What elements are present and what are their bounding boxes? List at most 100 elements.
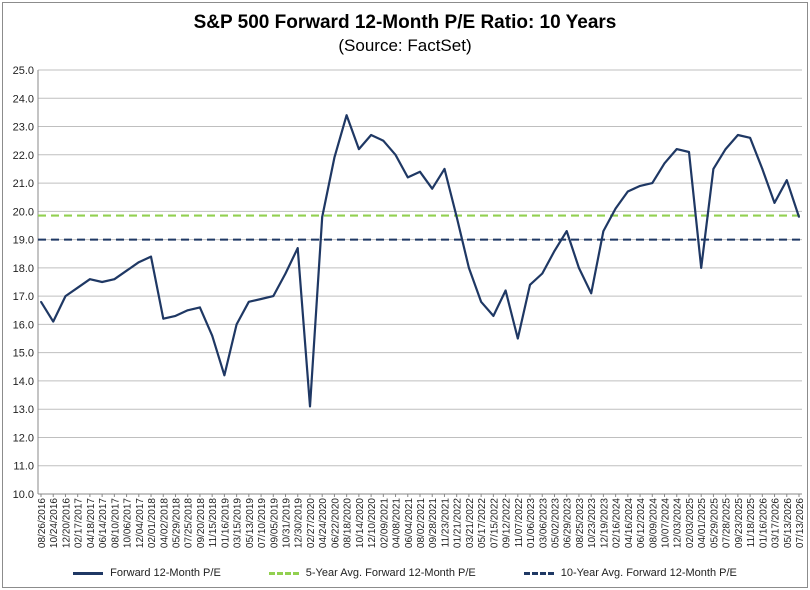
data-point xyxy=(296,247,299,249)
data-point xyxy=(529,283,531,286)
data-point xyxy=(357,148,360,151)
x-tick-label: 10/31/2019 xyxy=(282,498,293,548)
x-tick-label: 12/19/2023 xyxy=(599,498,610,548)
chart-title: S&P 500 Forward 12-Month P/E Ratio: 10 Y… xyxy=(193,12,617,33)
x-tick-label: 11/18/2025 xyxy=(746,498,757,548)
y-tick-label: 18.0 xyxy=(13,263,34,275)
data-point xyxy=(541,272,544,275)
x-tick-label: 05/13/2019 xyxy=(245,498,256,548)
data-point xyxy=(76,286,79,289)
legend: Forward 12-Month P/E 5-Year Avg. Forward… xyxy=(0,563,810,583)
data-point xyxy=(382,139,385,142)
x-tick-label: 08/25/2023 xyxy=(575,498,586,548)
x-tick-label: 09/12/2022 xyxy=(502,498,513,548)
x-tick-label: 06/29/2023 xyxy=(563,498,574,548)
y-tick-label: 20.0 xyxy=(13,206,34,218)
x-tick-label: 10/14/2020 xyxy=(355,498,366,548)
x-tick-label: 06/04/2021 xyxy=(404,498,415,548)
data-point xyxy=(675,148,678,151)
y-tick-label: 22.0 xyxy=(13,150,34,162)
x-axis: 08/26/2016 10/24/2016 12/20/2016 02/17/2017… xyxy=(37,493,806,548)
data-point xyxy=(199,306,201,309)
data-point xyxy=(370,134,372,136)
data-point xyxy=(602,230,605,233)
x-tick-label: 05/17/2022 xyxy=(477,498,488,548)
data-point xyxy=(235,323,238,326)
data-point xyxy=(614,207,617,210)
data-point xyxy=(651,182,654,184)
x-tick-label: 02/03/2025 xyxy=(685,498,696,548)
y-tick-label: 19.0 xyxy=(13,235,34,247)
y-tick-label: 24.0 xyxy=(13,93,34,105)
x-tick-label: 07/15/2022 xyxy=(489,498,500,548)
y-tick-label: 21.0 xyxy=(13,178,34,190)
x-tick-label: 05/29/2025 xyxy=(709,498,720,548)
x-tick-label: 02/16/2024 xyxy=(612,498,623,548)
x-tick-label: 08/18/2020 xyxy=(343,498,354,548)
data-point xyxy=(174,315,177,317)
data-point xyxy=(40,300,42,303)
x-tick-label: 04/18/2017 xyxy=(86,498,97,548)
legend-item-pe: Forward 12-Month P/E xyxy=(73,567,221,579)
x-tick-label: 07/13/2026 xyxy=(795,498,806,548)
y-tick-label: 12.0 xyxy=(13,432,34,444)
y-tick-label: 16.0 xyxy=(13,319,34,331)
legend-item-avg5: 5-Year Avg. Forward 12-Month P/E xyxy=(268,567,476,579)
data-point xyxy=(516,337,519,340)
data-point xyxy=(785,179,788,182)
data-point xyxy=(761,168,764,170)
x-tick-label: 07/25/2018 xyxy=(184,498,195,548)
data-point xyxy=(113,278,116,281)
x-tick-label: 06/14/2017 xyxy=(98,498,109,548)
x-tick-label: 10/07/2024 xyxy=(661,498,672,548)
x-tick-label: 12/20/2016 xyxy=(61,498,72,548)
data-point xyxy=(663,162,666,165)
x-tick-label: 09/20/2018 xyxy=(196,498,207,548)
data-point xyxy=(468,266,470,269)
x-tick-label: 01/21/2022 xyxy=(453,498,464,548)
x-tick-label: 06/12/2024 xyxy=(636,498,647,548)
data-point xyxy=(272,295,275,298)
series-layer xyxy=(38,114,802,408)
x-tick-label: 12/10/2020 xyxy=(367,498,378,548)
data-point xyxy=(89,278,91,281)
data-point xyxy=(553,250,556,252)
series-line-forward-pe xyxy=(40,114,801,408)
data-point xyxy=(162,317,165,320)
y-tick-label: 13.0 xyxy=(13,404,34,416)
data-point xyxy=(749,136,751,139)
x-tick-label: 04/02/2018 xyxy=(159,498,170,548)
y-tick-label: 25.0 xyxy=(13,65,34,77)
data-point xyxy=(590,292,593,295)
data-point xyxy=(455,216,458,218)
data-point xyxy=(186,309,189,312)
x-tick-label: 11/23/2021 xyxy=(440,498,451,548)
x-tick-label: 01/16/2019 xyxy=(220,498,231,548)
x-tick-label: 12/03/2024 xyxy=(673,498,684,548)
data-point xyxy=(443,168,446,170)
x-tick-label: 02/17/2017 xyxy=(74,498,85,548)
x-tick-label: 02/01/2018 xyxy=(147,498,158,548)
y-tick-label: 11.0 xyxy=(13,461,34,473)
x-tick-label: 01/06/2023 xyxy=(526,498,537,548)
data-point xyxy=(419,170,421,173)
data-point xyxy=(565,230,568,233)
y-tick-label: 14.0 xyxy=(13,376,34,388)
data-point xyxy=(578,266,580,269)
legend-label-avg10: 10-Year Avg. Forward 12-Month P/E xyxy=(560,567,737,579)
data-point xyxy=(492,315,495,317)
x-tick-label: 09/23/2025 xyxy=(734,498,745,548)
x-tick-label: 08/02/2021 xyxy=(416,498,427,548)
x-tick-label: 07/10/2019 xyxy=(257,498,268,548)
x-tick-label: 04/08/2021 xyxy=(392,498,403,548)
data-point xyxy=(480,300,483,303)
data-point xyxy=(150,255,152,258)
x-tick-label: 03/06/2023 xyxy=(538,498,549,548)
x-tick-label: 03/15/2019 xyxy=(233,498,244,548)
y-axis: 10.0 11.0 12.0 13.0 14.0 15.0 16.0 17.0 18.0 19.0… xyxy=(13,65,39,501)
data-point xyxy=(712,168,715,170)
data-point xyxy=(309,405,311,408)
data-point xyxy=(639,184,641,187)
legend-swatch-avg5 xyxy=(268,571,299,575)
